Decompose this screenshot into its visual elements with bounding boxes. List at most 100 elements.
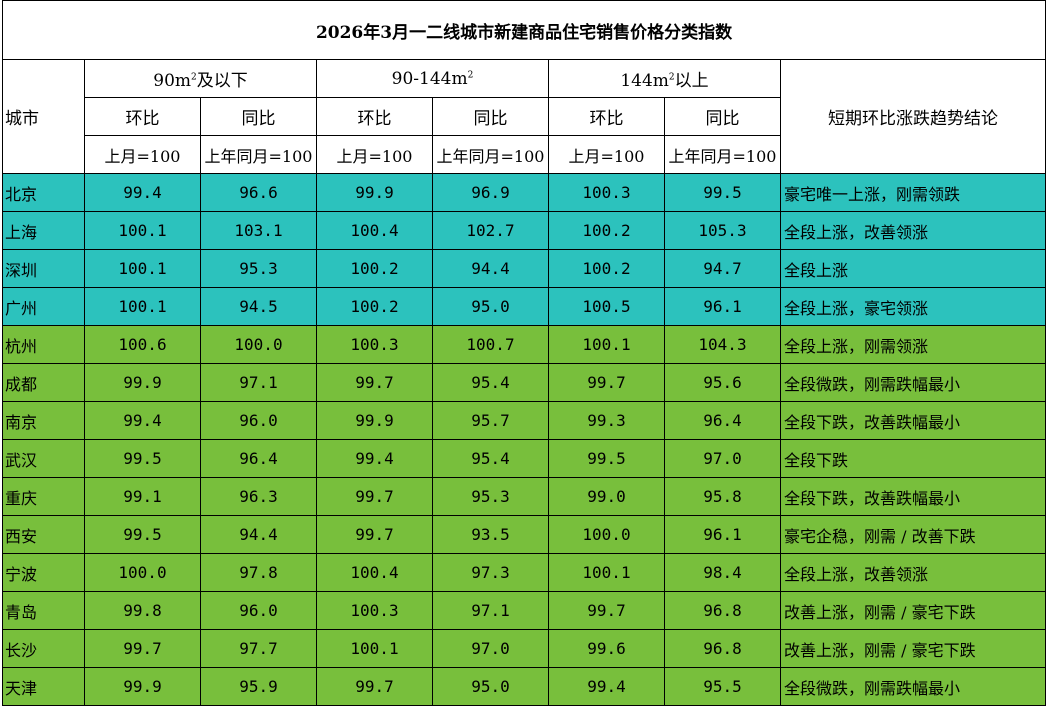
index-cell-large-yoy: 95.8 (664, 477, 781, 516)
index-cell-small-yoy: 96.0 (200, 401, 317, 440)
mom-base-label: 上月=100 (316, 135, 433, 174)
index-cell-medium-yoy: 93.5 (432, 515, 549, 554)
index-cell-large-yoy: 99.5 (664, 173, 781, 212)
index-cell-medium-mom: 99.7 (316, 667, 433, 706)
conclusion-cell: 全段微跌，刚需跌幅最小 (779, 363, 1046, 402)
table-row: 青岛 99.8 96.0 100.3 97.1 99.7 96.8 改善上涨，刚需 / 豪宅下… (2, 591, 1046, 630)
city-cell: 杭州 (2, 325, 85, 364)
group-header-large: 144m2以上 (548, 59, 781, 98)
city-cell: 广州 (2, 287, 85, 326)
index-cell-medium-yoy: 95.7 (432, 401, 549, 440)
table-row: 成都 99.9 97.1 99.7 95.4 99.7 95.6 全段微跌，刚需跌幅最小 (2, 363, 1046, 402)
index-cell-medium-mom: 100.3 (316, 591, 433, 630)
index-cell-medium-mom: 100.2 (316, 287, 433, 326)
index-cell-medium-mom: 100.4 (316, 553, 433, 592)
yoy-base-label: 上年同月=100 (200, 135, 317, 174)
index-cell-large-mom: 100.0 (548, 515, 665, 554)
city-cell: 西安 (2, 515, 85, 554)
table-row: 长沙 99.7 97.7 100.1 97.0 99.6 96.8 改善上涨，刚需 / 豪宅下… (2, 629, 1046, 668)
mom-base-label: 上月=100 (84, 135, 201, 174)
index-cell-medium-yoy: 102.7 (432, 211, 549, 250)
city-cell: 天津 (2, 667, 85, 706)
yoy-header: 同比 (432, 97, 549, 136)
index-cell-small-mom: 99.5 (84, 439, 201, 478)
table-row: 北京 99.4 96.6 99.9 96.9 100.3 99.5 豪宅唯一上涨，刚需领跌 (2, 173, 1046, 212)
index-cell-large-yoy: 95.5 (664, 667, 781, 706)
index-cell-medium-mom: 99.7 (316, 477, 433, 516)
index-cell-small-mom: 99.1 (84, 477, 201, 516)
city-cell: 青岛 (2, 591, 85, 630)
conclusion-cell: 全段上涨，刚需领涨 (779, 325, 1046, 364)
city-cell: 南京 (2, 401, 85, 440)
index-cell-medium-yoy: 96.9 (432, 173, 549, 212)
index-cell-small-yoy: 94.4 (200, 515, 317, 554)
table-row: 宁波 100.0 97.8 100.4 97.3 100.1 98.4 全段上涨，改善领涨 (2, 553, 1046, 592)
index-cell-large-yoy: 96.1 (664, 515, 781, 554)
index-cell-small-yoy: 95.9 (200, 667, 317, 706)
conclusion-cell: 改善上涨，刚需 / 豪宅下跌 (779, 629, 1046, 668)
index-cell-large-mom: 100.2 (548, 211, 665, 250)
index-cell-large-yoy: 97.0 (664, 439, 781, 478)
index-cell-medium-mom: 100.1 (316, 629, 433, 668)
index-cell-small-mom: 100.0 (84, 553, 201, 592)
index-cell-medium-mom: 100.3 (316, 325, 433, 364)
conclusion-cell: 全段下跌 (779, 439, 1046, 478)
index-cell-large-mom: 99.7 (548, 363, 665, 402)
table-row: 重庆 99.1 96.3 99.7 95.3 99.0 95.8 全段下跌，改善跌幅最小 (2, 477, 1046, 516)
yoy-header: 同比 (664, 97, 781, 136)
index-cell-large-mom: 100.5 (548, 287, 665, 326)
conclusion-cell: 全段上涨，豪宅领涨 (779, 287, 1046, 326)
index-cell-medium-mom: 100.2 (316, 249, 433, 288)
index-cell-small-yoy: 97.7 (200, 629, 317, 668)
index-cell-small-yoy: 103.1 (200, 211, 317, 250)
table-row: 广州 100.1 94.5 100.2 95.0 100.5 96.1 全段上涨，豪宅领涨 (2, 287, 1046, 326)
index-cell-medium-yoy: 95.0 (432, 287, 549, 326)
index-cell-small-mom: 99.4 (84, 401, 201, 440)
index-cell-small-yoy: 96.6 (200, 173, 317, 212)
yoy-base-label: 上年同月=100 (664, 135, 781, 174)
index-cell-small-mom: 99.9 (84, 667, 201, 706)
index-cell-large-mom: 99.5 (548, 439, 665, 478)
index-cell-small-yoy: 97.1 (200, 363, 317, 402)
conclusion-cell: 全段微跌，刚需跌幅最小 (779, 667, 1046, 706)
conclusion-cell: 全段上涨 (779, 249, 1046, 288)
mom-header: 环比 (548, 97, 665, 136)
index-cell-medium-yoy: 97.3 (432, 553, 549, 592)
index-cell-large-yoy: 104.3 (664, 325, 781, 364)
city-cell: 北京 (2, 173, 85, 212)
index-cell-medium-yoy: 94.4 (432, 249, 549, 288)
mom-base-label: 上月=100 (548, 135, 665, 174)
conclusion-cell: 全段下跌，改善跌幅最小 (779, 477, 1046, 516)
index-cell-large-mom: 100.2 (548, 249, 665, 288)
index-cell-medium-mom: 99.9 (316, 401, 433, 440)
index-cell-medium-mom: 99.9 (316, 173, 433, 212)
conclusion-cell: 全段上涨，改善领涨 (779, 553, 1046, 592)
mom-header: 环比 (316, 97, 433, 136)
index-cell-large-yoy: 94.7 (664, 249, 781, 288)
index-cell-large-yoy: 98.4 (664, 553, 781, 592)
yoy-header: 同比 (200, 97, 317, 136)
conclusion-cell: 全段下跌，改善跌幅最小 (779, 401, 1046, 440)
group-header-small: 90m2及以下 (84, 59, 317, 98)
index-cell-large-mom: 99.0 (548, 477, 665, 516)
index-cell-large-yoy: 96.4 (664, 401, 781, 440)
index-cell-large-yoy: 96.8 (664, 591, 781, 630)
conclusion-cell: 改善上涨，刚需 / 豪宅下跌 (779, 591, 1046, 630)
index-cell-medium-yoy: 97.0 (432, 629, 549, 668)
index-cell-small-yoy: 97.8 (200, 553, 317, 592)
index-cell-large-yoy: 96.8 (664, 629, 781, 668)
index-cell-medium-mom: 99.7 (316, 515, 433, 554)
table-row: 南京 99.4 96.0 99.9 95.7 99.3 96.4 全段下跌，改善跌幅最小 (2, 401, 1046, 440)
conclusion-cell: 全段上涨，改善领涨 (779, 211, 1046, 250)
index-cell-medium-mom: 100.4 (316, 211, 433, 250)
index-cell-medium-yoy: 95.0 (432, 667, 549, 706)
index-cell-medium-yoy: 97.1 (432, 591, 549, 630)
index-cell-medium-mom: 99.7 (316, 363, 433, 402)
table-row: 天津 99.9 95.9 99.7 95.0 99.4 95.5 全段微跌，刚需跌幅最小 (2, 667, 1046, 706)
index-cell-medium-yoy: 95.4 (432, 363, 549, 402)
index-cell-large-yoy: 95.6 (664, 363, 781, 402)
city-cell: 宁波 (2, 553, 85, 592)
conclusion-cell: 豪宅唯一上涨，刚需领跌 (779, 173, 1046, 212)
index-cell-large-mom: 99.3 (548, 401, 665, 440)
